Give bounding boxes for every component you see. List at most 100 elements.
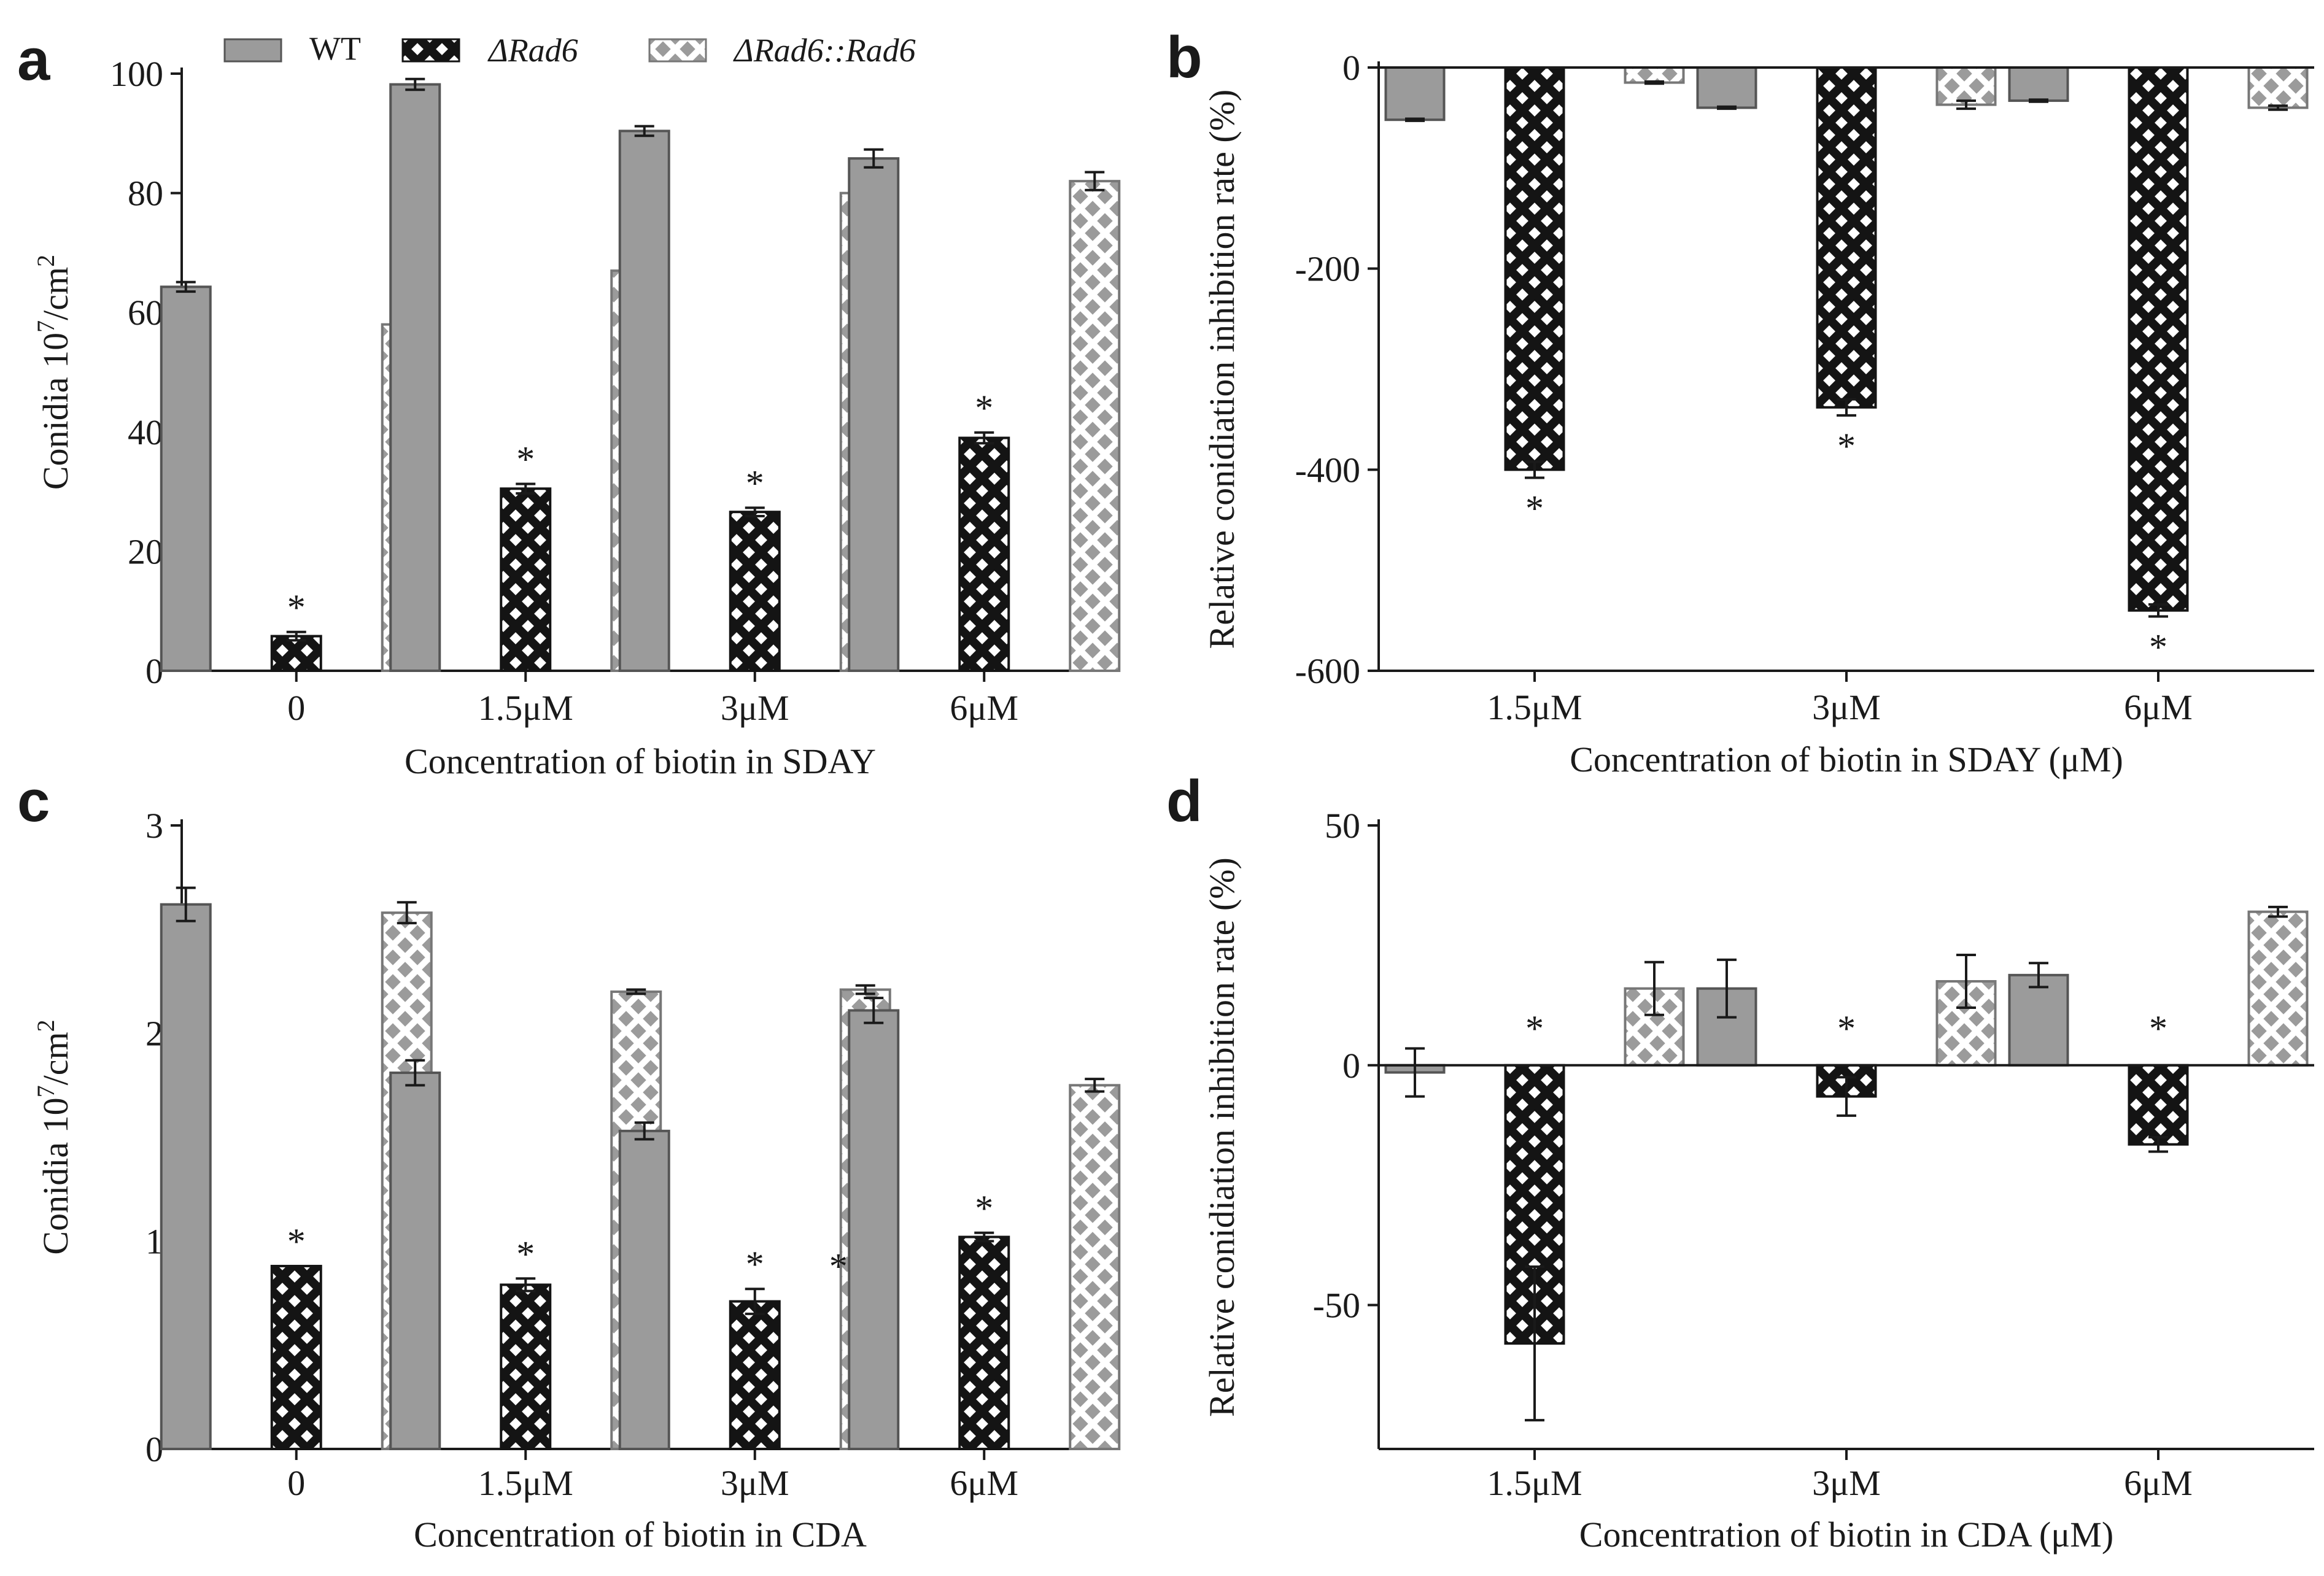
y-axis-label-unit: /cm [36,1032,76,1085]
significance-star: * [1837,1008,1856,1049]
y-axis-label-superscript: 7 [32,1085,60,1097]
x-tick-label: 0 [287,688,305,728]
y-axis-label-text: Conidia 10 [36,333,76,490]
y-tick-label: 100 [110,54,163,94]
x-tick-label: 6μM [2124,687,2193,727]
legend-item-rad6: ΔRad6 [401,32,578,69]
x-tick-label: 3μM [721,1463,789,1503]
bar-rad6 [270,635,322,673]
bar-comp [2247,66,2309,109]
significance-star: * [746,1244,764,1284]
panel-letter-b: b [1166,25,1203,90]
bar-wt [1696,66,1757,109]
bar-comp [2247,910,2309,1067]
legend-swatch-wt [223,38,282,63]
y-tick-label: -50 [1313,1286,1360,1326]
significance-star: * [1525,488,1544,528]
y-tick-label: 3 [145,806,163,846]
y-axis-label: Relative conidiation inhibition rate (%) [1202,90,1242,649]
x-tick-label: 0 [287,1463,305,1503]
bar-rad6 [500,1283,552,1451]
bar-comp [1069,180,1121,672]
x-axis-label: Concentration of biotin in SDAY (μM) [1570,740,2123,779]
x-tick-label: 1.5μM [478,1463,573,1503]
x-tick-label: 1.5μM [1487,687,1582,727]
significance-star: * [746,463,764,503]
y-tick-label: 0 [1342,48,1360,88]
panel-letter-d: d [1166,768,1203,834]
significance-star: * [975,1188,993,1229]
y-axis-label-unit: /cm [36,267,76,320]
x-axis-label: Concentration of biotin in SDAY [405,741,876,781]
y-tick-label: -400 [1295,450,1360,490]
significance-star: * [2149,1008,2167,1049]
panel-d-inhibition-cda: -50 0 50 Relative conidiation inhibition ra… [1202,806,2314,1555]
bar-wt [160,903,212,1450]
legend-swatch-complement [648,38,707,63]
x-tick-label: 3μM [721,688,789,728]
significance-star: * [1525,1008,1544,1049]
y-tick-label: 0 [1342,1046,1360,1086]
legend-label-rad6: ΔRad6 [487,32,578,69]
bar-wt [618,1129,670,1450]
bar-rad6 [2128,66,2189,612]
bar-rad6 [729,1300,781,1450]
legend-item-complement: ΔRad6::Rad6 [648,32,916,69]
bar-comp [1069,1084,1121,1451]
y-axis-label: Conidia 107/cm2 [32,255,76,490]
bar-wt [389,1072,441,1450]
significance-star: * [2149,627,2167,668]
significance-star: * [287,587,306,628]
significance-star: * [975,388,993,428]
bar-wt [618,129,670,672]
y-axis-label-superscript: 7 [32,320,60,333]
x-axis-label: Concentration of biotin in CDA (μM) [1579,1515,2113,1555]
y-tick-label: 80 [128,174,163,214]
y-tick-label: -600 [1295,651,1360,691]
panel-letter-c: c [17,768,50,834]
legend-swatch-rad6 [401,38,460,63]
legend: WT ΔRad6 ΔRad6::Rad6 [223,30,916,69]
bar-rad6 [958,436,1010,673]
x-tick-label: 3μM [1812,1463,1881,1503]
bar-comp [1935,66,1997,106]
y-tick-label: 20 [128,531,163,571]
bar-rad6 [1504,66,1565,471]
significance-star: * [829,1246,848,1286]
y-tick-label: 60 [128,293,163,333]
bar-rad6 [270,1264,322,1451]
bar-wt [1384,66,1446,122]
x-tick-label: 6μM [950,1463,1018,1503]
legend-label-complement: ΔRad6::Rad6 [733,32,916,69]
significance-star: * [516,439,535,479]
x-tick-label: 6μM [950,688,1018,728]
y-tick-label: 50 [1325,806,1360,846]
y-axis-label-text: Conidia 10 [36,1097,76,1254]
x-axis-label: Concentration of biotin in CDA [414,1515,867,1555]
bar-wt [848,1009,900,1450]
x-tick-label: 3μM [1812,687,1881,727]
panel-a-conidia-sday: 0 20 40 60 80 100 Conidia 107/cm2 Concentration… [32,54,1121,781]
significance-star: * [287,1221,306,1262]
bar-rad6 [500,487,552,672]
bar-wt [2008,973,2069,1067]
panel-b-inhibition-sday: -600 -400 -200 0 Relative conidiation inhibi… [1202,48,2314,779]
bar-wt [160,285,212,672]
bar-rad6 [729,511,781,672]
bar-wt [848,157,900,672]
y-tick-label: 40 [128,412,163,452]
bar-rad6 [1504,1064,1565,1345]
bar-wt [389,83,441,673]
bar-rad6 [1816,66,1877,409]
y-axis-label: Conidia 107/cm2 [32,1019,76,1254]
x-tick-label: 1.5μM [478,688,573,728]
x-tick-label: 1.5μM [1487,1463,1582,1503]
bar-rad6 [2128,1064,2189,1146]
y-axis-label-superscript: 2 [32,255,60,267]
significance-star: * [1837,426,1856,466]
legend-item-wt: WT [223,30,361,67]
bar-comp [1624,66,1685,84]
y-tick-label: -200 [1295,249,1360,289]
